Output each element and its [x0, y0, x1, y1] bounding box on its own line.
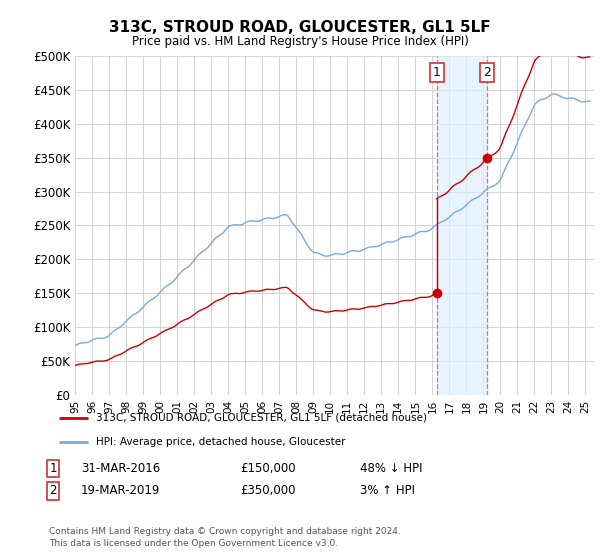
Bar [437, 56, 487, 395]
Text: 2: 2 [49, 484, 57, 497]
Text: 31-MAR-2016: 31-MAR-2016 [81, 462, 160, 475]
Text: HPI: Average price, detached house, Gloucester: HPI: Average price, detached house, Glou… [95, 437, 345, 447]
Text: 2: 2 [483, 66, 491, 79]
Text: Contains HM Land Registry data © Crown copyright and database right 2024.
This d: Contains HM Land Registry data © Crown c… [49, 527, 401, 548]
Text: Price paid vs. HM Land Registry's House Price Index (HPI): Price paid vs. HM Land Registry's House … [131, 35, 469, 48]
Text: £350,000: £350,000 [240, 484, 296, 497]
Text: 1: 1 [433, 66, 440, 79]
Text: 48% ↓ HPI: 48% ↓ HPI [360, 462, 422, 475]
Text: 19-MAR-2019: 19-MAR-2019 [81, 484, 160, 497]
Text: 313C, STROUD ROAD, GLOUCESTER, GL1 5LF: 313C, STROUD ROAD, GLOUCESTER, GL1 5LF [109, 20, 491, 35]
Text: 3% ↑ HPI: 3% ↑ HPI [360, 484, 415, 497]
Text: £150,000: £150,000 [240, 462, 296, 475]
Text: 1: 1 [49, 462, 57, 475]
Text: 313C, STROUD ROAD, GLOUCESTER, GL1 5LF (detached house): 313C, STROUD ROAD, GLOUCESTER, GL1 5LF (… [95, 413, 427, 423]
